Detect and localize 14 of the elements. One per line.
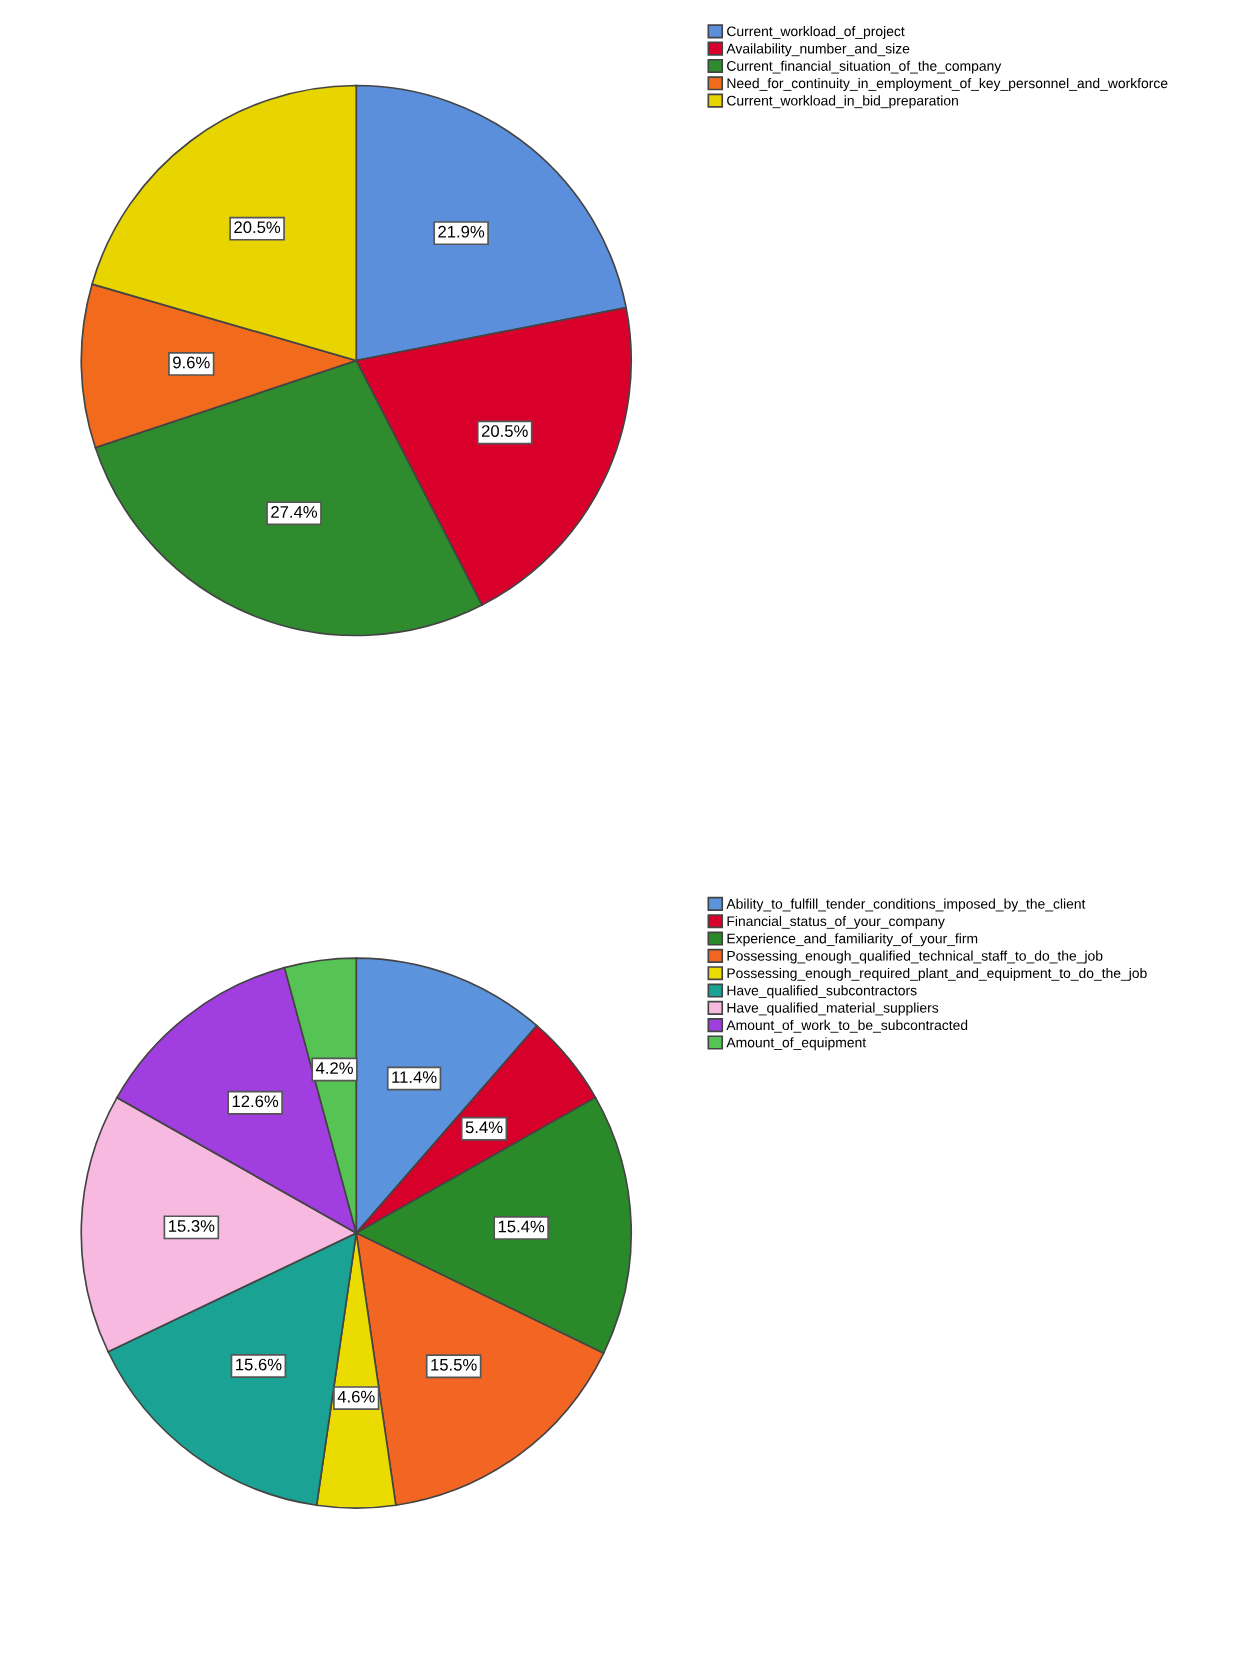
data-label: 9.6% bbox=[173, 356, 210, 369]
data-label: 5.4% bbox=[465, 1121, 503, 1134]
data-label: 15.3% bbox=[168, 1220, 215, 1232]
data-label: 20.5% bbox=[234, 221, 281, 234]
data-label: 12.6% bbox=[232, 1095, 279, 1108]
data-label: 15.6% bbox=[236, 1358, 282, 1371]
data-label: 15.5% bbox=[431, 1359, 477, 1371]
data-label: 20.5% bbox=[481, 425, 528, 437]
data-label: 4.2% bbox=[315, 1062, 353, 1074]
data-label: 15.4% bbox=[498, 1220, 545, 1233]
data-label: 11.4% bbox=[392, 1071, 437, 1083]
data-label: 4.6% bbox=[337, 1390, 375, 1403]
data-label: 27.4% bbox=[271, 506, 318, 518]
data-label: 21.9% bbox=[438, 225, 485, 238]
